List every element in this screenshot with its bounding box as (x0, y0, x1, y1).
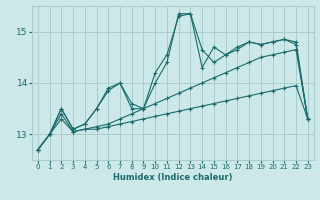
X-axis label: Humidex (Indice chaleur): Humidex (Indice chaleur) (113, 173, 233, 182)
